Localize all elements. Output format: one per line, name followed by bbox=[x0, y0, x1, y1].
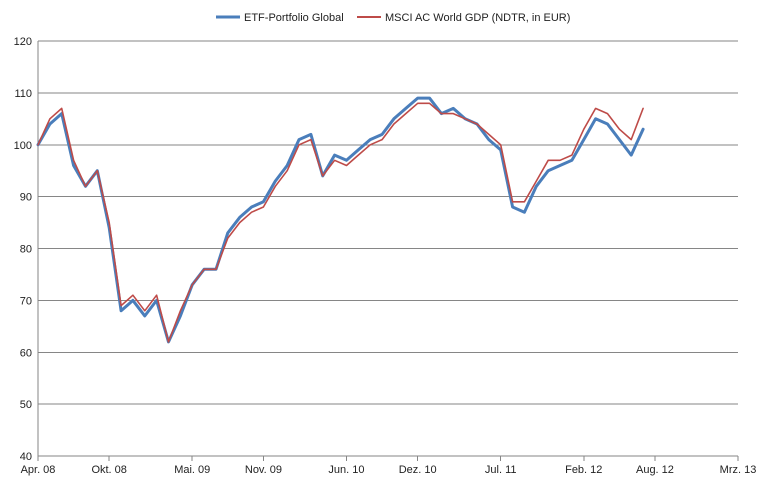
legend-label: ETF-Portfolio Global bbox=[244, 12, 344, 24]
y-tick-label: 90 bbox=[20, 192, 32, 204]
x-tick-label: Dez. 10 bbox=[399, 464, 437, 476]
y-tick-label: 80 bbox=[20, 244, 32, 256]
series-lines bbox=[36, 96, 645, 344]
y-tick-label: 120 bbox=[14, 36, 32, 48]
y-tick-label: 50 bbox=[20, 399, 32, 411]
x-tick-label: Nov. 09 bbox=[245, 464, 282, 476]
legend: ETF-Portfolio Global MSCI AC World GDP (N… bbox=[216, 12, 570, 24]
y-tick-labels: 40 50 60 70 80 90 100 110 120 bbox=[14, 36, 32, 463]
x-tick-label: Feb. 12 bbox=[565, 464, 602, 476]
x-tick-label: Mai. 09 bbox=[174, 464, 210, 476]
x-tick-label: Aug. 12 bbox=[636, 464, 674, 476]
y-tick-label: 100 bbox=[14, 140, 32, 152]
x-tick-label: Okt. 08 bbox=[91, 464, 126, 476]
x-tick-label: Jun. 10 bbox=[328, 464, 364, 476]
legend-label: MSCI AC World GDP (NDTR, in EUR) bbox=[385, 12, 570, 24]
x-tick-label: Apr. 08 bbox=[21, 464, 56, 476]
series-line-msci-ac-world-gdp bbox=[37, 102, 644, 343]
series-line-etf-portfolio-global bbox=[36, 96, 645, 344]
y-tick-label: 40 bbox=[20, 451, 32, 463]
y-tick-label: 110 bbox=[14, 88, 32, 100]
x-tick-label: Mrz. 13 bbox=[720, 464, 757, 476]
y-tick-label: 60 bbox=[20, 347, 32, 359]
x-tick-labels: Apr. 08 Okt. 08 Mai. 09 Nov. 09 Jun. 10 Dez. … bbox=[21, 464, 757, 476]
x-tick-label: Jul. 11 bbox=[485, 464, 517, 476]
axes bbox=[37, 41, 739, 461]
y-tick-label: 70 bbox=[20, 295, 32, 307]
gridlines bbox=[38, 40, 738, 457]
